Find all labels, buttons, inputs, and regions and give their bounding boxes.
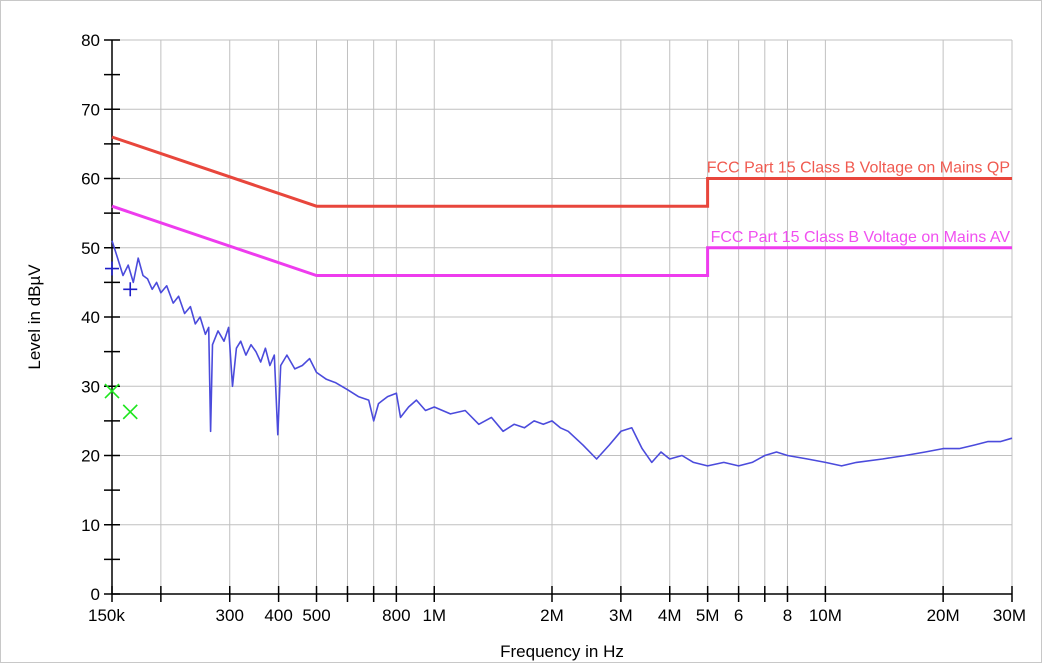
- limit-label: FCC Part 15 Class B Voltage on Mains QP: [707, 160, 1010, 177]
- x-tick-label: 300: [216, 606, 244, 625]
- y-tick-label: 70: [81, 100, 100, 119]
- y-axis-title: Level in dBµV: [25, 264, 44, 370]
- limit-label: FCC Part 15 Class B Voltage on Mains AV: [711, 229, 1011, 246]
- x-tick-label: 3M: [609, 606, 633, 625]
- x-tick-label: 4M: [658, 606, 682, 625]
- x-tick-label: 20M: [927, 606, 960, 625]
- av-measurement-marker: [122, 404, 138, 420]
- x-tick-label: 6: [734, 606, 743, 625]
- av-measurement-marker: [104, 383, 120, 399]
- y-tick-label: 40: [81, 308, 100, 327]
- grid: [111, 39, 1013, 595]
- x-tick-label: 500: [302, 606, 330, 625]
- y-tick-label: 80: [81, 31, 100, 50]
- y-ticks: 0 10 20 30 40 50 60 70 80: [81, 31, 120, 604]
- x-tick-label: 150k: [88, 606, 125, 625]
- x-axis-title: Frequency in Hz: [500, 642, 624, 661]
- x-tick-label: 5M: [696, 606, 720, 625]
- x-tick-label: 10M: [809, 606, 842, 625]
- qp-measurement-marker: [123, 282, 138, 297]
- y-tick-label: 30: [81, 377, 100, 396]
- limit-line: [111, 135, 1012, 208]
- markers: [104, 261, 138, 420]
- y-tick-label: 50: [81, 239, 100, 258]
- y-tick-label: 60: [81, 170, 100, 189]
- y-tick-label: 0: [91, 585, 100, 604]
- x-tick-label: 30M: [993, 606, 1026, 625]
- emission-trace: [111, 240, 1013, 467]
- y-tick-label: 20: [81, 447, 100, 466]
- x-tick-label: 8: [783, 606, 792, 625]
- limit-lines: FCC Part 15 Class B Voltage on Mains QP F…: [111, 135, 1012, 277]
- y-tick-label: 10: [81, 516, 100, 535]
- qp-measurement-marker: [105, 261, 119, 276]
- limit-line: [111, 204, 1012, 277]
- x-ticks: 150k 300 400 500 800 1M 2M 3M 4M 5M 6 8 10M 20M 30M: [88, 586, 1026, 625]
- x-tick-label: 2M: [540, 606, 564, 625]
- x-tick-label: 800: [382, 606, 410, 625]
- data-series: [111, 240, 1013, 467]
- x-tick-label: 400: [264, 606, 292, 625]
- x-tick-label: 1M: [422, 606, 446, 625]
